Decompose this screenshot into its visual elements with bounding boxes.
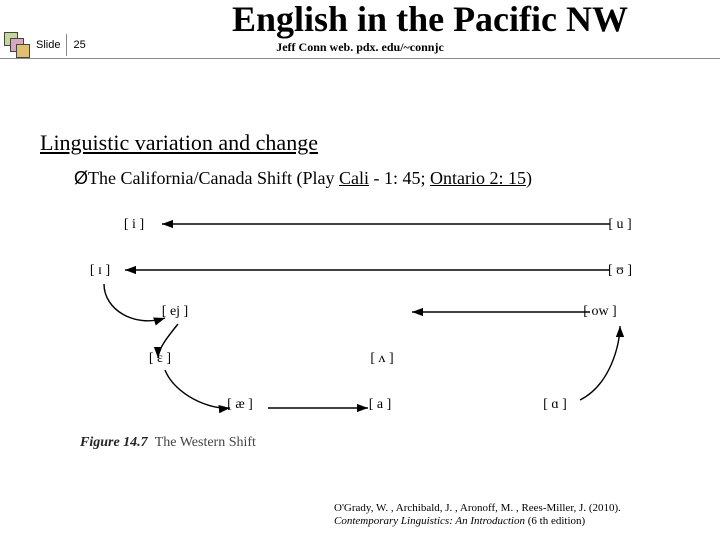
vowel-node-A: [ ɑ ] xyxy=(543,397,567,412)
citation-line1: O'Grady, W. , Archibald, J. , Aronoff, M… xyxy=(334,502,621,514)
bullet-text-mid: - 1: 45; xyxy=(369,168,430,188)
citation-title: Contemporary Linguistics: An Introductio… xyxy=(334,515,528,527)
citation-edition: (6 th edition) xyxy=(528,515,585,527)
vowel-node-u: [ u ] xyxy=(608,217,631,232)
shift-arrow-I-ej xyxy=(104,284,165,321)
citation: O'Grady, W. , Archibald, J. , Aronoff, M… xyxy=(334,502,704,528)
vowel-node-U: [ ʊ ] xyxy=(608,263,632,278)
vowel-node-ej: [ ej ] xyxy=(162,304,188,319)
vowel-shift-diagram: [ i ] [ u ] [ ɪ ] [ ʊ ] [ ej ] [ ow ] [ ɛ ] [ ʌ… xyxy=(60,210,660,430)
link-cali[interactable]: Cali xyxy=(339,168,369,188)
shift-arrow-A-ow xyxy=(580,326,620,400)
page-subtitle: Jeff Conn web. pdx. edu/~connjc xyxy=(0,40,720,55)
vowel-node-E: [ ɛ ] xyxy=(149,351,171,366)
vowel-node-a: [ a ] xyxy=(369,397,392,412)
bullet-arrow-icon: Ø xyxy=(74,168,88,188)
page-title: English in the Pacific NW xyxy=(140,0,720,40)
shift-arrow-E-ae xyxy=(165,370,230,408)
link-ontario[interactable]: Ontario 2: 15 xyxy=(430,168,526,188)
bullet-line: ØThe California/Canada Shift (Play Cali … xyxy=(74,168,532,189)
figure-caption-text: The Western Shift xyxy=(155,435,256,450)
vowel-node-i: [ i ] xyxy=(124,217,144,232)
header-rule xyxy=(0,58,720,59)
bullet-text-post: ) xyxy=(526,168,532,188)
section-heading: Linguistic variation and change xyxy=(40,130,318,156)
figure-caption: Figure 14.7 The Western Shift xyxy=(80,435,256,451)
bullet-text-pre: The California/Canada Shift (Play xyxy=(88,168,339,188)
vowel-node-I: [ ɪ ] xyxy=(90,263,110,278)
vowel-node-ae: [ æ ] xyxy=(227,397,253,412)
figure-label: Figure 14.7 xyxy=(80,435,148,450)
vowel-node-ow: [ ow ] xyxy=(583,304,616,319)
vowel-node-V: [ ʌ ] xyxy=(370,351,393,366)
